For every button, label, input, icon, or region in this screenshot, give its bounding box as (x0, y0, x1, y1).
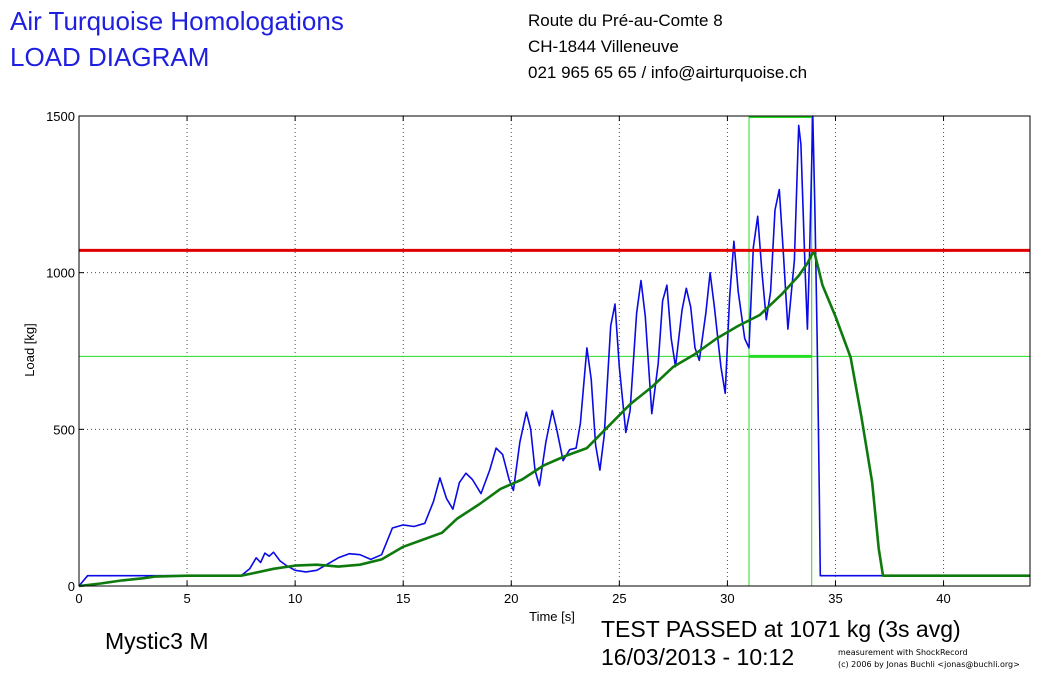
report-title: Air Turquoise Homologations (10, 6, 344, 36)
diagram-subtitle: LOAD DIAGRAM (10, 42, 210, 72)
axis-ticks: 0 5 10 15 20 25 30 35 40 0 500 1000 1500 (46, 109, 1030, 606)
credit-copyright: (c) 2006 by Jonas Buchli <jonas@buchli.o… (838, 660, 1020, 669)
plot-frame (78, 115, 1031, 587)
address-street: Route du Pré-au-Comte 8 (528, 11, 723, 30)
x-tick-label-35: 35 (828, 591, 842, 606)
series-avg-line (78, 249, 1030, 588)
x-tick-label-40: 40 (936, 591, 950, 606)
credit-measurement: measurement with ShockRecord (838, 648, 968, 657)
x-tick-label-20: 20 (504, 591, 518, 606)
y-tick-label-1000: 1000 (46, 266, 75, 281)
glider-name: Mystic3 M (105, 628, 209, 654)
x-tick-label-10: 10 (288, 591, 302, 606)
grid-lines (79, 116, 1030, 586)
x-tick-label-15: 15 (396, 591, 410, 606)
x-tick-label-25: 25 (612, 591, 626, 606)
y-tick-label-1500: 1500 (46, 109, 75, 124)
y-tick-label-500: 500 (53, 422, 75, 437)
x-tick-label-0: 0 (75, 591, 82, 606)
x-axis-label: Time [s] (529, 609, 575, 624)
evaluation-window (79, 116, 1030, 586)
plot-frame-rect (78, 115, 1031, 587)
address-city: CH-1844 Villeneuve (528, 37, 679, 56)
x-tick-label-30: 30 (720, 591, 734, 606)
test-datetime: 16/03/2013 - 10:12 (601, 644, 795, 670)
y-axis-label: Load [kg] (22, 323, 37, 377)
series-lines (78, 115, 1030, 588)
address-contact: 021 965 65 65 / info@airturquoise.ch (528, 63, 808, 82)
series-raw-line (78, 115, 1030, 587)
x-tick-label-5: 5 (183, 591, 190, 606)
y-tick-label-0: 0 (68, 579, 75, 594)
test-result: TEST PASSED at 1071 kg (3s avg) (601, 616, 961, 642)
